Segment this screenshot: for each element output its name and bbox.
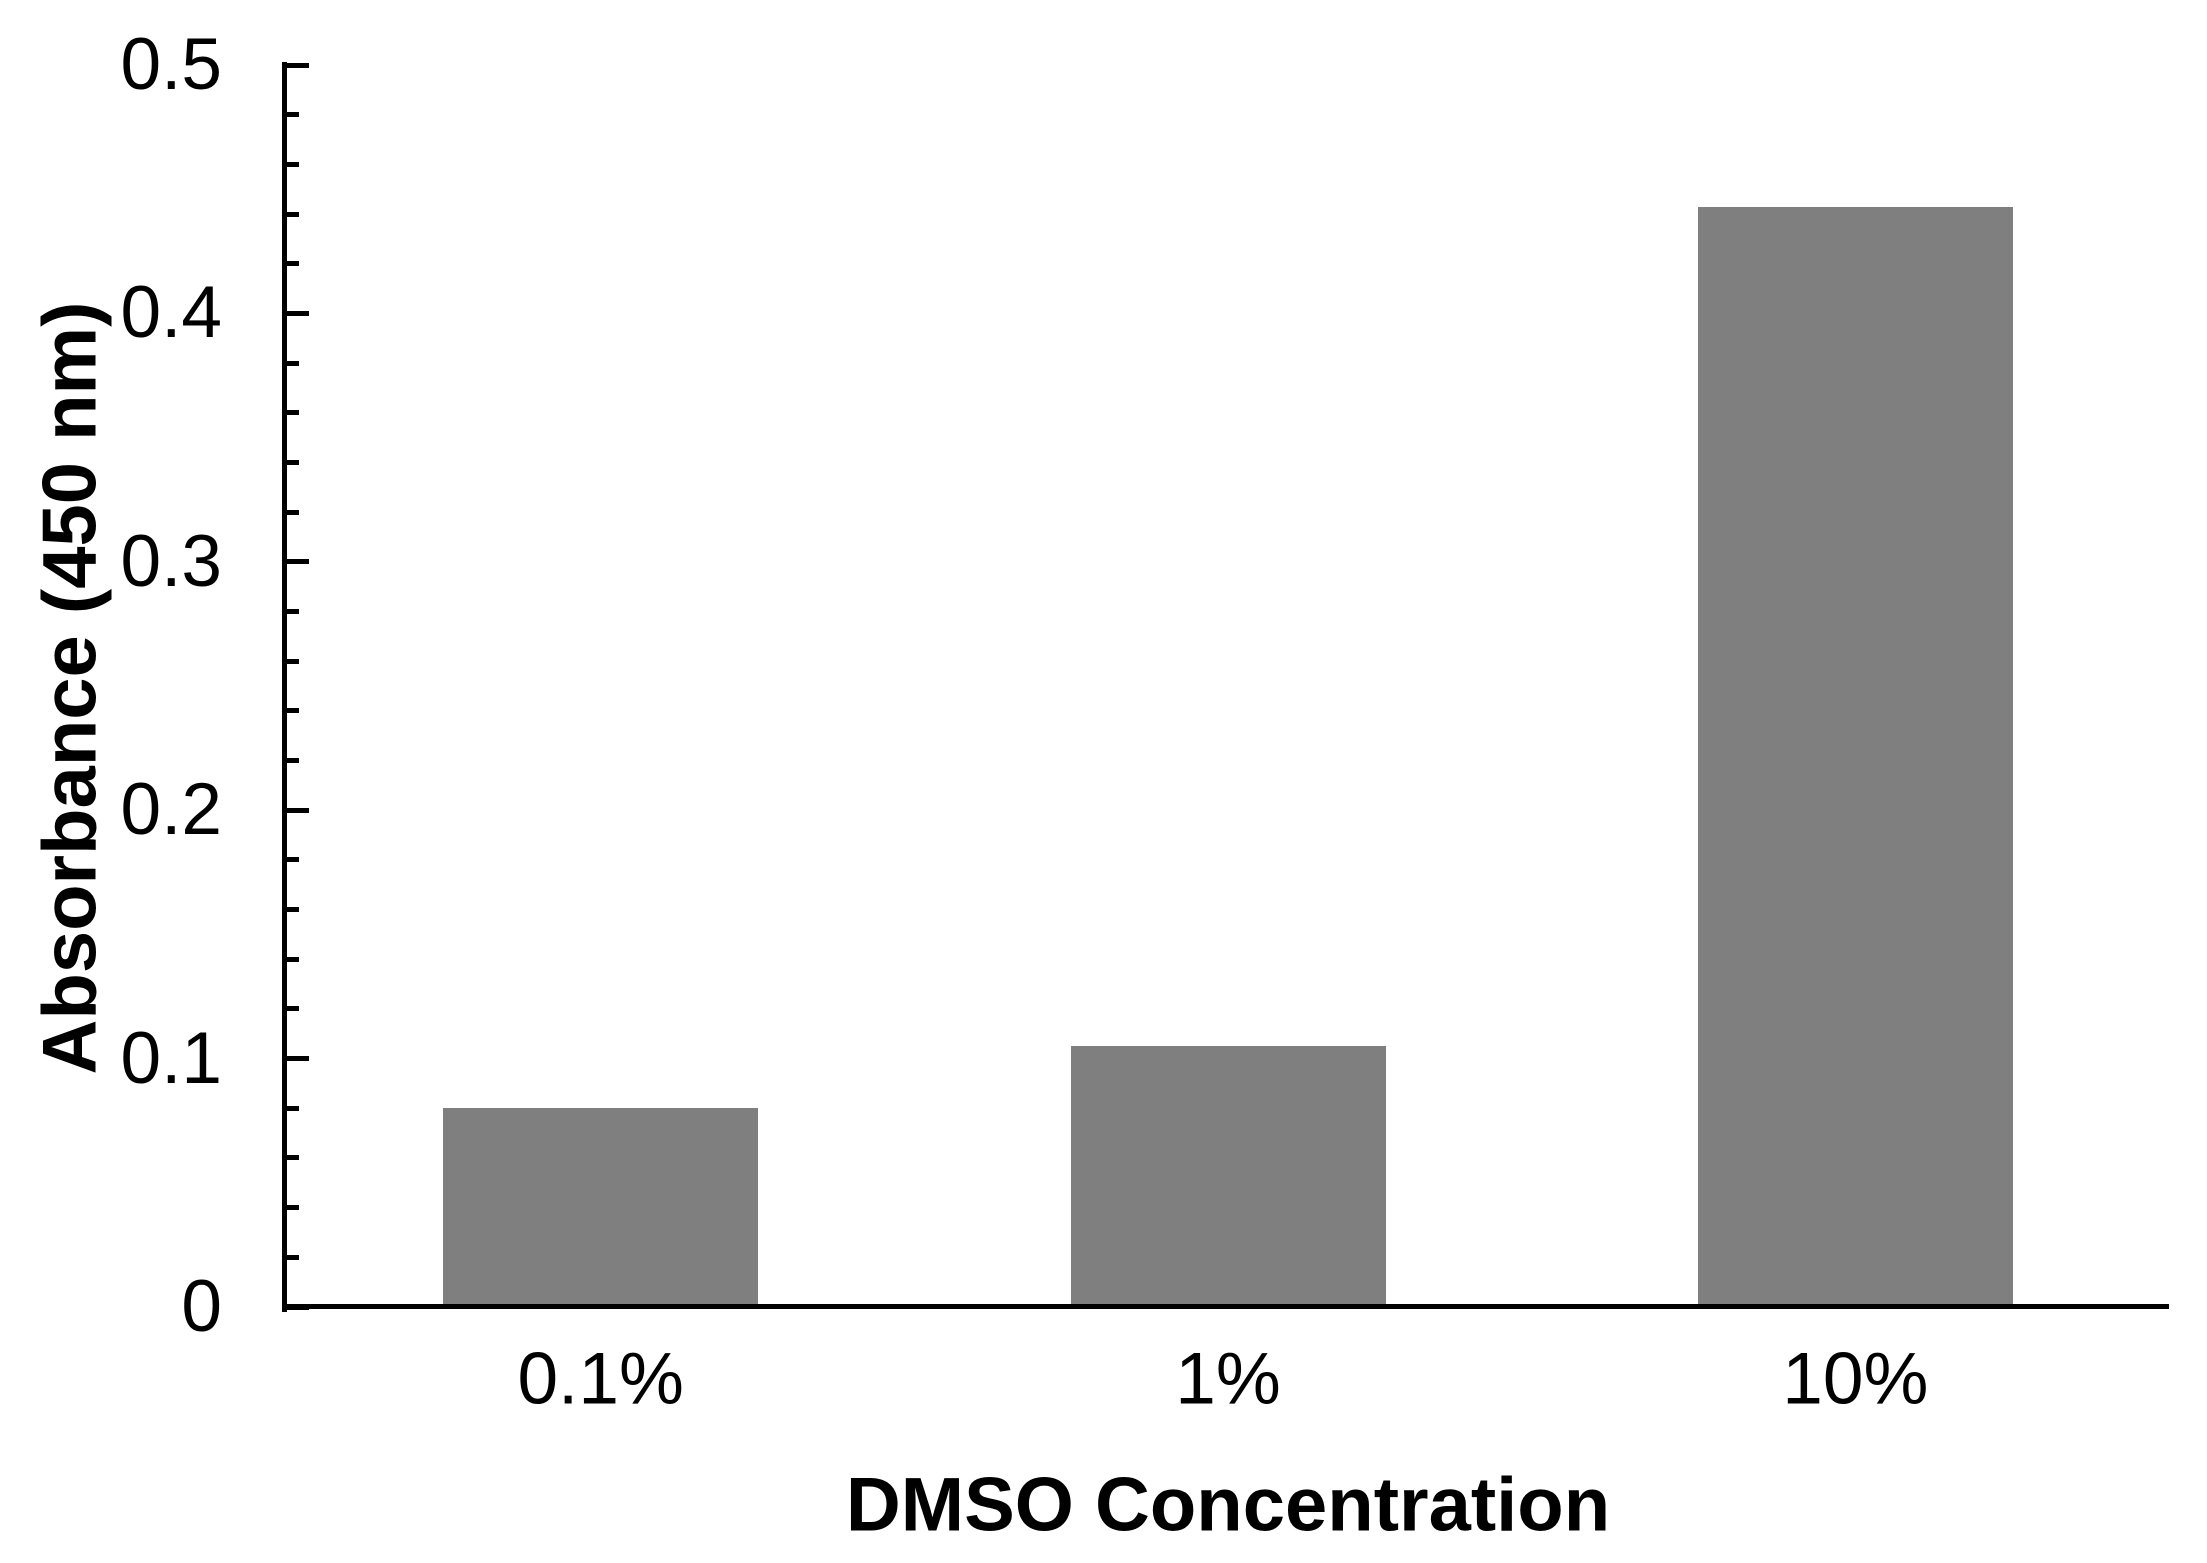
y-minor-tick (287, 1205, 299, 1211)
y-tick-label: 0.1 (120, 1017, 222, 1099)
y-minor-tick (287, 857, 299, 863)
x-tick-label: 10% (1782, 1338, 1929, 1420)
y-minor-tick (287, 907, 299, 913)
y-minor-tick (287, 211, 299, 217)
bar-0.1% (443, 1108, 759, 1307)
y-major-tick (287, 1056, 309, 1062)
y-minor-tick (287, 410, 299, 416)
y-minor-tick (287, 658, 299, 664)
y-tick-label: 0.5 (120, 24, 222, 105)
y-minor-tick (287, 1006, 299, 1012)
y-minor-tick (287, 112, 299, 118)
y-tick-label: 0.4 (120, 272, 222, 354)
y-tick-label: 0.3 (120, 520, 222, 602)
y-axis-line (282, 62, 287, 1312)
x-tick-label: 1% (1175, 1338, 1281, 1420)
y-major-tick (287, 1304, 309, 1310)
y-minor-tick (287, 261, 299, 267)
y-axis-title: Absorbance (450 nm) (27, 301, 113, 1075)
y-major-tick (287, 62, 309, 68)
y-minor-tick (287, 758, 299, 764)
y-major-tick (287, 559, 309, 565)
y-minor-tick (287, 360, 299, 366)
y-minor-tick (287, 1155, 299, 1161)
y-tick-label: 0.2 (120, 769, 222, 851)
bar-10% (1697, 206, 2013, 1307)
y-minor-tick (287, 708, 299, 714)
x-tick-label: 0.1% (517, 1338, 684, 1420)
x-axis-line (282, 1304, 2169, 1309)
y-major-tick (287, 807, 309, 813)
y-minor-tick (287, 509, 299, 515)
y-major-tick (287, 310, 309, 316)
y-minor-tick (287, 956, 299, 962)
y-tick-label: 0 (181, 1266, 222, 1347)
y-minor-tick (287, 459, 299, 465)
x-axis-title: DMSO Concentration (845, 1462, 1611, 1548)
y-minor-tick (287, 1105, 299, 1111)
y-minor-tick (287, 161, 299, 167)
y-minor-tick (287, 1254, 299, 1260)
y-minor-tick (287, 608, 299, 614)
bar-1% (1070, 1046, 1386, 1307)
